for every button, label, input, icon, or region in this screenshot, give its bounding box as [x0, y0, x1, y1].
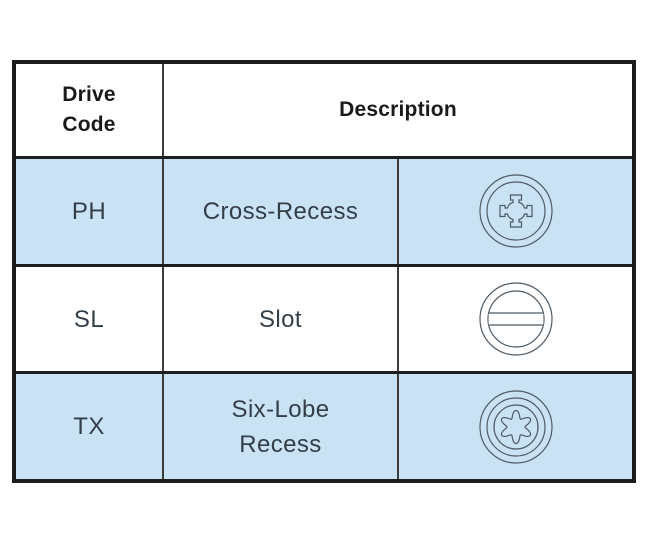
drive-code-table: Drive Code Description PH Cross-Recess S…	[12, 60, 636, 483]
header-cell-description: Description	[164, 64, 632, 156]
six-lobe-recess-icon	[478, 390, 553, 464]
description-cell: Six-Lobe Recess	[164, 374, 399, 480]
icon-cell	[399, 159, 632, 264]
table-row-sl: SL Slot	[16, 266, 632, 375]
description-cell: Slot	[164, 266, 399, 372]
drive-code-value: SL	[73, 305, 105, 333]
icon-cell	[399, 374, 632, 479]
table-row-tx: TX Six-Lobe Recess	[16, 374, 632, 480]
slot-icon	[478, 282, 553, 356]
description-value: Six-Lobe Recess	[231, 395, 330, 458]
code-cell: SL	[16, 266, 164, 372]
code-cell: PH	[16, 159, 164, 264]
icon-cell	[399, 267, 632, 372]
description-header-label: Description	[339, 98, 457, 121]
description-cell: Cross-Recess	[164, 159, 399, 264]
table-row-ph: PH Cross-Recess	[16, 159, 632, 267]
drive-code-value: PH	[71, 197, 107, 225]
header-cell-drive-code: Drive Code	[16, 64, 164, 156]
phillips-cross-recess-icon	[478, 174, 553, 248]
description-value: Cross-Recess	[202, 197, 359, 225]
code-cell: TX	[16, 374, 164, 480]
description-value: Slot	[259, 305, 302, 333]
drive-code-header-label: Drive Code	[62, 83, 116, 136]
drive-code-value: TX	[73, 413, 105, 441]
table-header-row: Drive Code Description	[16, 64, 632, 159]
